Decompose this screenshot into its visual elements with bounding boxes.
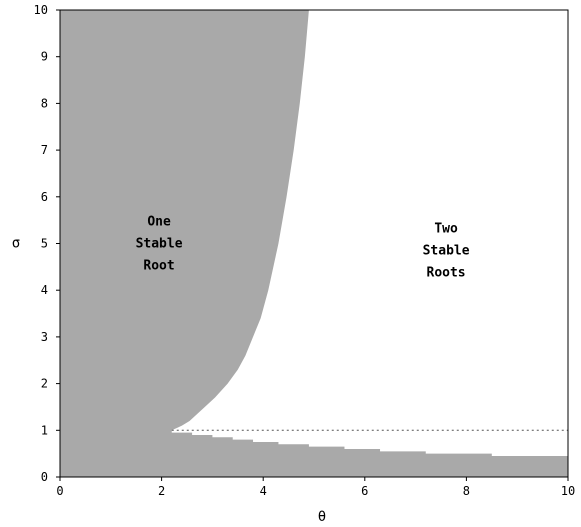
y-tick-label: 7: [41, 143, 48, 157]
y-tick-label: 0: [41, 470, 48, 484]
y-tick-label: 10: [34, 3, 48, 17]
y-tick-label: 8: [41, 96, 48, 110]
x-tick-label: 8: [463, 484, 470, 498]
x-tick-label: 6: [361, 484, 368, 498]
tick-layer: 0 2 4 6 8 10 0 1 2 3 4 5 6 7 8 9 10: [34, 3, 576, 498]
y-tick-label: 9: [41, 50, 48, 64]
region-annotation-line: Root: [143, 259, 174, 274]
region-annotation-line: Stable: [423, 244, 470, 259]
y-tick-label: 6: [41, 190, 48, 204]
x-tick-label: 0: [56, 484, 63, 498]
y-tick-label: 4: [41, 283, 48, 297]
region-annotation-line: One: [147, 215, 171, 230]
x-tick-label: 2: [158, 484, 165, 498]
annotation-layer: One Stable Root Two Stable Roots: [136, 215, 470, 281]
y-tick-label: 1: [41, 423, 48, 437]
x-tick-label: 4: [260, 484, 267, 498]
x-axis-label: θ: [318, 509, 326, 525]
region-annotation-line: Stable: [136, 237, 183, 252]
y-tick-label: 2: [41, 377, 48, 391]
x-tick-label: 10: [561, 484, 575, 498]
one-stable-root-region: [60, 10, 568, 477]
region-layer: [60, 10, 568, 477]
region-annotation-line: Two: [434, 222, 458, 237]
region-annotation-line: Roots: [427, 266, 466, 281]
y-axis-label: σ: [12, 236, 20, 252]
y-tick-label: 5: [41, 237, 48, 251]
y-tick-label: 3: [41, 330, 48, 344]
